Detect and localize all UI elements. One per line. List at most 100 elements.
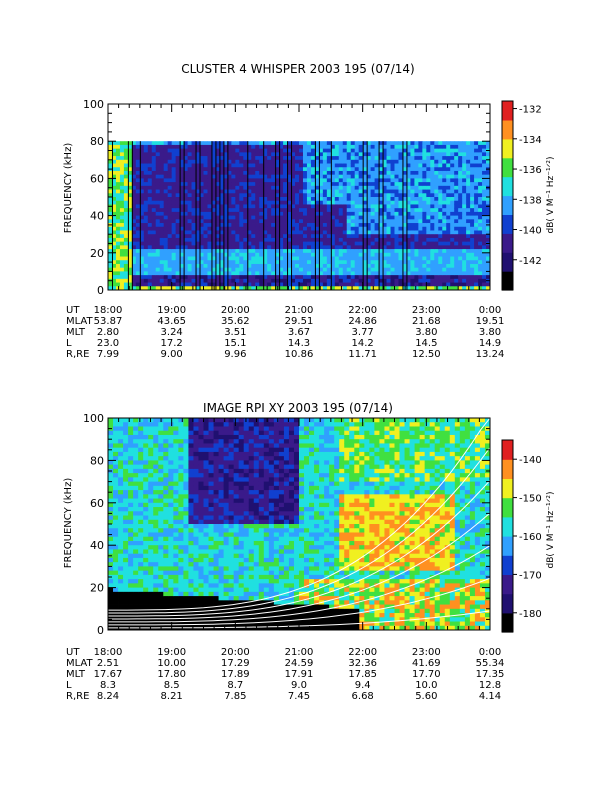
- spectrogram-cell: [143, 596, 149, 601]
- spectrogram-cell: [143, 468, 149, 474]
- spectrogram-cell: [291, 263, 296, 269]
- spectrogram-cell: [366, 193, 372, 198]
- spectrogram-cell: [223, 260, 228, 265]
- colorbar-swatch: [502, 148, 513, 152]
- spectrogram-cell: [143, 540, 149, 546]
- spectrogram-cell: [139, 170, 145, 176]
- spectrogram-cell: [118, 490, 124, 495]
- spectrogram-cell: [314, 170, 320, 176]
- spectrogram-cell: [478, 200, 483, 205]
- spectrogram-cell: [167, 219, 173, 224]
- spectrogram-cell: [223, 159, 228, 164]
- spectrogram-cell: [314, 223, 320, 228]
- spectrogram-cell: [442, 278, 447, 283]
- spectrogram-cell: [374, 174, 379, 179]
- spectrogram-cell: [171, 148, 177, 153]
- spectrogram-cell: [374, 200, 379, 205]
- colorbar-swatch: [502, 236, 513, 241]
- spectrogram-cell: [279, 152, 284, 157]
- spectrogram-cell: [346, 182, 352, 187]
- spectrogram-cell: [410, 241, 415, 246]
- spectrogram-cell: [442, 167, 447, 172]
- spectrogram-cell: [219, 159, 224, 164]
- spectrogram-cell: [239, 204, 244, 209]
- spectrogram-cell: [470, 275, 475, 280]
- spectrogram-cell: [390, 226, 395, 231]
- spectrogram-cell: [370, 241, 376, 246]
- spectrogram-cell: [243, 152, 248, 157]
- spectrogram-cell: [138, 528, 144, 533]
- spectrogram-cell: [458, 275, 463, 280]
- spectrogram-cell: [239, 256, 244, 261]
- spectrogram-cell: [113, 528, 119, 533]
- spectrogram-cell: [168, 545, 174, 550]
- spectrogram-cell: [227, 256, 232, 261]
- spectrogram-cell: [239, 185, 244, 190]
- spectrogram-cell: [187, 167, 192, 172]
- spectrogram-cell: [203, 252, 208, 257]
- spectrogram-cell: [334, 260, 340, 265]
- spectrogram-cell: [139, 230, 145, 235]
- spectrogram-cell: [299, 141, 304, 146]
- spectrogram-cell: [314, 263, 320, 269]
- spectrogram-cell: [350, 260, 356, 265]
- spectrogram-cell: [478, 185, 483, 190]
- spectrogram-cell: [299, 167, 304, 172]
- spectrogram-cell: [406, 144, 411, 150]
- spectrogram-cell: [354, 215, 360, 220]
- spectrogram-cell: [283, 200, 288, 205]
- spectrogram-cell: [450, 163, 455, 168]
- spectrogram-cell: [247, 249, 252, 254]
- spectrogram-cell: [231, 263, 236, 269]
- spectrogram-cell: [123, 617, 129, 622]
- spectrogram-cell: [398, 178, 403, 183]
- spectrogram-cell: [168, 434, 174, 440]
- ephemeris-value: 2.80: [97, 327, 119, 338]
- spectrogram-cell: [358, 263, 364, 269]
- spectrogram-cell: [207, 182, 212, 187]
- spectrogram-cell: [108, 275, 113, 280]
- spectrogram-cell: [223, 144, 228, 150]
- spectrogram-cell: [133, 468, 139, 474]
- spectrogram-cell: [450, 230, 455, 235]
- spectrogram-cell: [123, 226, 129, 231]
- spectrogram-cell: [279, 144, 284, 150]
- spectrogram-cell: [458, 152, 463, 157]
- spectrogram-cell: [390, 278, 395, 283]
- spectrogram-cell: [183, 439, 189, 444]
- spectrogram-cell: [191, 226, 196, 231]
- spectrogram-cell: [108, 439, 114, 444]
- spectrogram-cell: [326, 252, 332, 257]
- spectrogram-cell: [302, 223, 308, 228]
- spectrogram-cell: [470, 170, 475, 176]
- spectrogram-cell: [350, 189, 356, 194]
- spectrogram-cell: [118, 613, 124, 618]
- spectrogram-cell: [438, 241, 443, 246]
- spectrogram-cell: [155, 204, 161, 209]
- spectrogram-cell: [442, 193, 447, 198]
- spectrogram-cell: [143, 557, 149, 563]
- colorbar-swatch: [502, 255, 513, 260]
- spectrogram-cell: [283, 252, 288, 257]
- spectrogram-cell: [426, 219, 431, 224]
- spectrogram-cell: [366, 182, 372, 187]
- spectrogram-cell: [243, 141, 248, 146]
- spectrogram-cell: [338, 185, 344, 190]
- spectrogram-cell: [147, 211, 153, 216]
- spectrogram-cell: [171, 249, 177, 254]
- spectrogram-cell: [394, 278, 399, 283]
- spectrogram-cell: [173, 540, 179, 546]
- colorbar-swatch: [502, 179, 513, 184]
- spectrogram-cell: [158, 477, 164, 482]
- spectrogram-cell: [394, 226, 399, 231]
- spectrogram-cell: [462, 267, 467, 272]
- spectrogram-cell: [422, 193, 427, 198]
- spectrogram-cell: [446, 159, 451, 164]
- spectrogram-cell: [183, 430, 189, 436]
- spectrogram-cell: [211, 189, 216, 194]
- spectrogram-cell: [108, 464, 114, 470]
- spectrogram-cell: [283, 204, 288, 209]
- spectrogram-cell: [199, 167, 204, 172]
- spectrogram-cell: [111, 252, 117, 257]
- spectrogram-cell: [138, 498, 144, 504]
